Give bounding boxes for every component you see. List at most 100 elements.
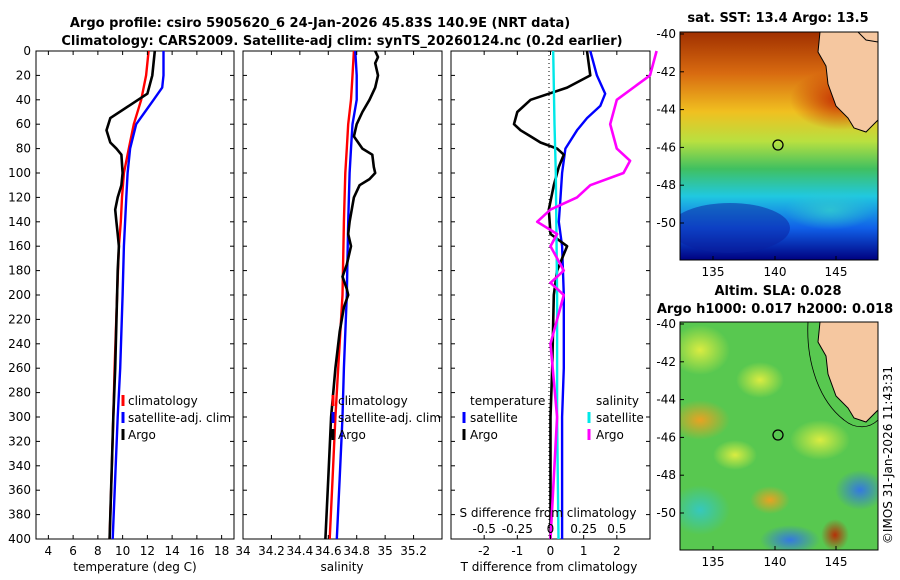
x-tick-label: 2: [613, 544, 621, 558]
x-tick-label: 35: [378, 544, 393, 558]
series-line-t-satellite: [557, 50, 607, 539]
lon-tick-label: 135: [702, 555, 725, 569]
depth-tick-label: 120: [8, 190, 31, 204]
sla-blob: [790, 420, 850, 460]
legend-label-t-satellite: satellite: [470, 411, 518, 425]
lat-tick-label: -44: [656, 393, 676, 407]
salinity-legend: climatology satellite-adj. clim Argo: [331, 394, 441, 442]
series-line-s-argo: [535, 50, 658, 540]
s-tick-label: -0.25: [502, 522, 533, 536]
difference-xlabel: T difference from climatology: [460, 560, 638, 574]
lat-tick-label: -44: [656, 103, 676, 117]
sla-map: [680, 322, 878, 550]
difference-x-ticks: -2 -1 0 1 2: [478, 51, 621, 558]
depth-tick-label: 20: [16, 68, 31, 82]
x-tick-label: 34.2: [258, 544, 285, 558]
tasmania-land: [817, 322, 878, 423]
sla-blob: [750, 486, 790, 514]
sst-cold-tongue: [680, 203, 790, 253]
sla-blob: [713, 440, 757, 470]
temperature-x-ticks: 4 6 8 10 12 14 16 18: [45, 51, 229, 558]
legend-label-t-argo: Argo: [470, 428, 498, 442]
legend-label-climatology: climatology: [128, 394, 198, 408]
series-line-satellite-adj-clim: [111, 51, 165, 540]
depth-tick-label: 0: [23, 44, 31, 58]
lat-tick-label: -50: [656, 216, 676, 230]
figure-title-line1: Argo profile: csiro 5905620_6 24-Jan-202…: [70, 16, 570, 31]
difference-legend: temperature satellite Argo salinity sate…: [462, 394, 644, 442]
lat-tick-label: -40: [656, 317, 676, 331]
lon-tick-label: 135: [702, 265, 725, 279]
salinity-difference-label: S difference from climatology: [460, 506, 637, 520]
depth-tick-label: 160: [8, 239, 31, 253]
x-tick-label: 4: [45, 544, 53, 558]
salinity-x-ticks: 34 34.2 34.4 34.6 34.8 35 35.2: [235, 51, 427, 558]
depth-tick-label: 220: [8, 312, 31, 326]
tasmania-land: [817, 32, 878, 133]
lat-tick-label: -42: [656, 65, 676, 79]
salinity-xlabel: salinity: [320, 560, 363, 574]
sla-map-title-line2: Argo h1000: 0.017 h2000: 0.018: [657, 302, 893, 317]
depth-axis: 0 20 40 60 80 100 120 140 160 180 200 220 240 260 280 3…: [8, 44, 650, 546]
sst-map: [680, 32, 878, 260]
series-line-argo: [105, 50, 157, 540]
depth-tick-label: 280: [8, 386, 31, 400]
sla-map-frame: [679, 321, 879, 551]
mainland-land: [857, 32, 878, 43]
lat-tick-label: -46: [656, 140, 676, 154]
sla-map-title-line1: Altim. SLA: 0.028: [715, 284, 842, 299]
sla-blob: [736, 362, 784, 398]
depth-tick-label: 400: [8, 532, 31, 546]
x-tick-label: -2: [478, 544, 490, 558]
depth-tick-label: 140: [8, 215, 31, 229]
x-tick-label: 6: [69, 544, 77, 558]
sla-map-axes: -40 -42 -44 -46 -48 -50 135 140 145: [656, 317, 847, 569]
x-tick-label: 16: [189, 544, 204, 558]
legend-label-climatology: climatology: [338, 394, 408, 408]
depth-tick-label: 240: [8, 337, 31, 351]
depth-tick-label: 100: [8, 166, 31, 180]
x-tick-label: 34.8: [343, 544, 370, 558]
depth-tick-label: 80: [16, 142, 31, 156]
legend-label-argo: Argo: [338, 428, 366, 442]
argo-position-marker: [772, 429, 784, 441]
lat-tick-label: -40: [656, 27, 676, 41]
x-tick-label: -1: [511, 544, 523, 558]
series-line-satellite-adj-clim: [335, 50, 358, 540]
legend-header-salinity: salinity: [596, 394, 639, 408]
legend-label-satellite-clim: satellite-adj. clim: [338, 411, 441, 425]
series-line-argo: [324, 50, 380, 540]
depth-tick-label: 200: [8, 288, 31, 302]
series-line-climatology: [328, 50, 356, 540]
argo-position-marker: [772, 139, 784, 151]
legend-label-argo: Argo: [128, 428, 156, 442]
x-tick-label: 35.2: [400, 544, 427, 558]
sla-blob: [680, 400, 730, 440]
lat-tick-label: -50: [656, 506, 676, 520]
lat-tick-label: -48: [656, 178, 676, 192]
s-tick-label: 0.25: [570, 522, 597, 536]
sst-map-axes: -40 -42 -44 -46 -48 -50 135 140 145: [656, 27, 847, 279]
legend-label-satellite-clim: satellite-adj. clim: [128, 411, 231, 425]
sst-map-title: sat. SST: 13.4 Argo: 13.5: [687, 11, 868, 26]
depth-tick-label: 260: [8, 361, 31, 375]
depth-tick-label: 380: [8, 508, 31, 522]
s-tick-label: -0.5: [472, 522, 495, 536]
depth-tick-label: 60: [16, 117, 31, 131]
legend-header-temperature: temperature: [470, 394, 545, 408]
sla-blob: [835, 470, 878, 510]
s-tick-label: 0.5: [607, 522, 626, 536]
sst-map-frame: [679, 31, 879, 261]
depth-tick-label: 340: [8, 459, 31, 473]
x-tick-label: 14: [164, 544, 179, 558]
difference-series: [512, 50, 658, 540]
sla-blob: [680, 325, 730, 375]
x-tick-label: 18: [214, 544, 229, 558]
x-tick-label: 8: [94, 544, 102, 558]
depth-tick-label: 40: [16, 93, 31, 107]
x-tick-label: 1: [580, 544, 588, 558]
temperature-series: [105, 50, 165, 540]
sst-cyan-patch: [785, 190, 875, 230]
x-tick-label: 12: [140, 544, 155, 558]
